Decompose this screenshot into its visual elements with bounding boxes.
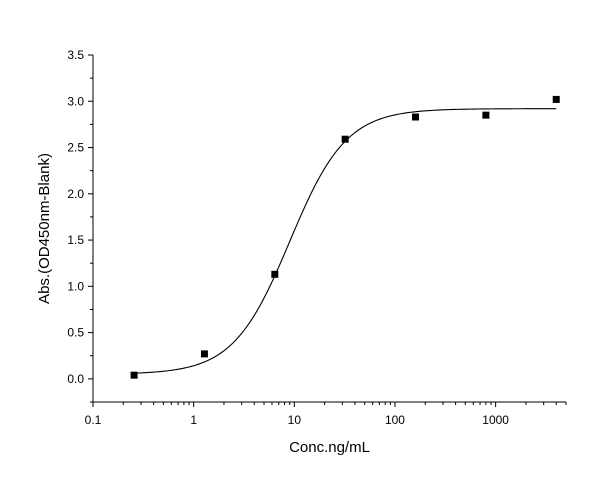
data-point [552, 95, 560, 103]
data-point [412, 113, 420, 121]
data-point [482, 111, 490, 119]
y-tick-label: 1.5 [67, 233, 84, 247]
y-tick-label: 2.5 [67, 141, 84, 155]
x-tick-label: 100 [385, 413, 405, 427]
y-tick-label: 3.0 [67, 94, 84, 108]
fit-curve-layer [134, 108, 557, 374]
data-point [271, 270, 279, 278]
x-tick-label: 0.1 [85, 413, 102, 427]
x-axis-title: Conc.ng/mL [289, 439, 370, 456]
axis-labels-layer: Conc.ng/mL Abs.(OD450nm-Blank) [36, 153, 370, 456]
fit-curve [134, 108, 557, 374]
y-tick-label: 2.0 [67, 187, 84, 201]
y-tick-label: 3.5 [67, 48, 84, 62]
y-tick-label: 0.0 [67, 372, 84, 386]
data-point [130, 371, 138, 379]
x-tick-label: 1 [190, 413, 197, 427]
y-tick-label: 1.0 [67, 279, 84, 293]
axes: 0.0 0.5 1.0 1.5 2.0 2.5 3.0 3.5 0.1 1 10 100 1000 [67, 48, 567, 427]
data-points-layer [130, 95, 560, 379]
data-point [341, 135, 349, 143]
x-tick-label: 10 [288, 413, 302, 427]
x-tick-label: 1000 [482, 413, 509, 427]
data-point [200, 350, 208, 358]
y-tick-label: 0.5 [67, 326, 84, 340]
y-axis-title: Abs.(OD450nm-Blank) [36, 153, 53, 304]
